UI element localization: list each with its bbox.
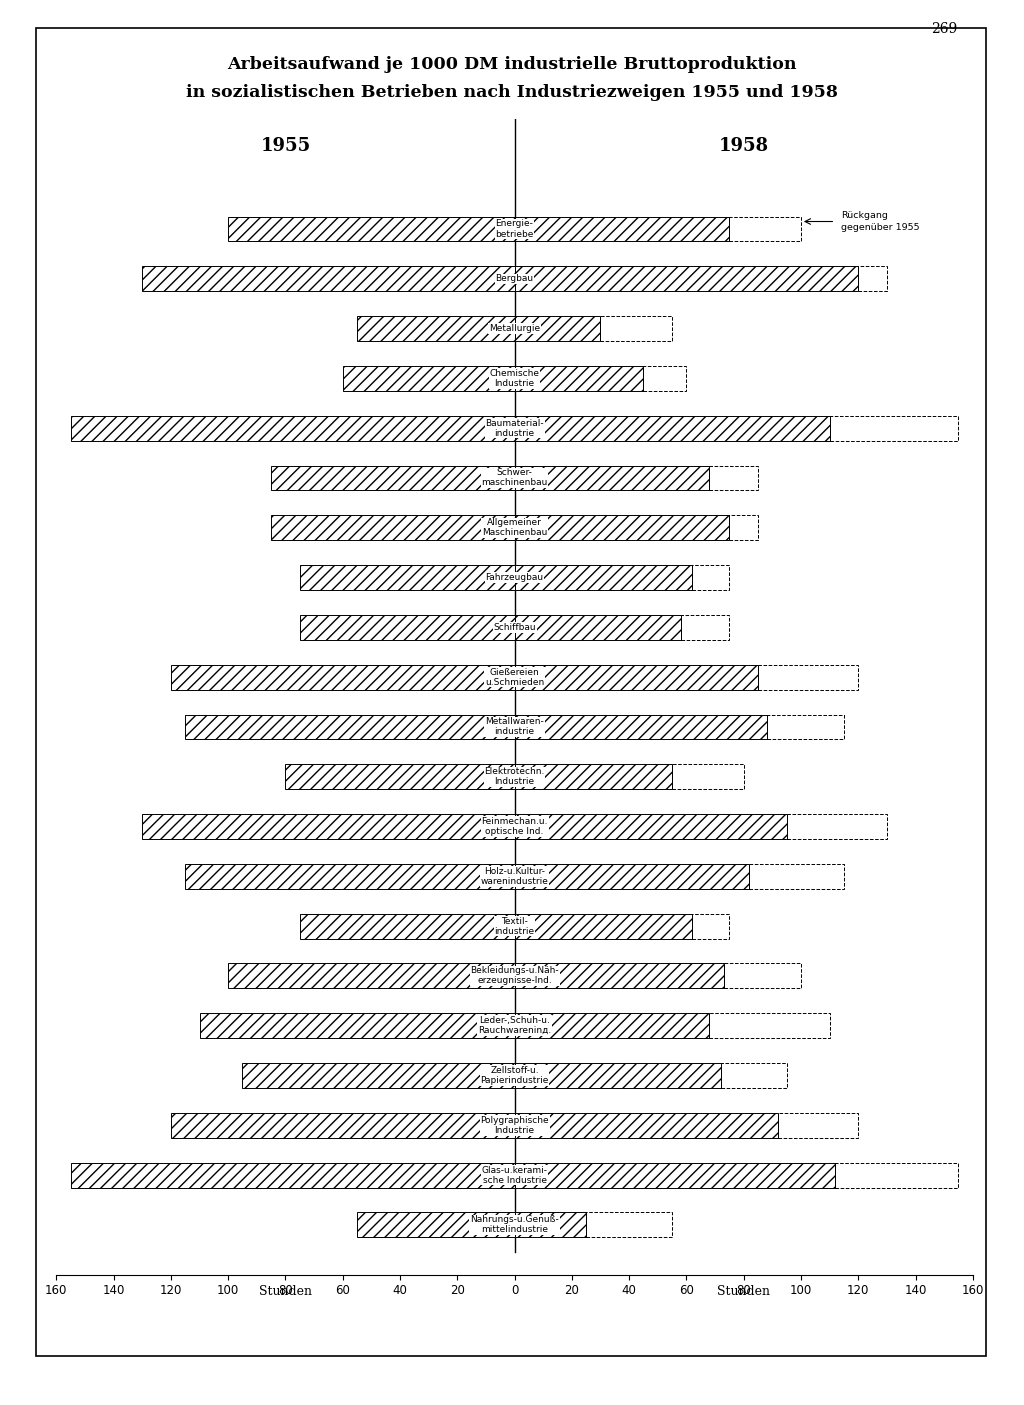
Bar: [515, 1013, 710, 1038]
Bar: [515, 565, 692, 590]
Text: 269: 269: [931, 22, 957, 37]
Text: Zellstoff-u.
Papierindustrie: Zellstoff-u. Papierindustrie: [480, 1066, 549, 1085]
Text: Glas-u.kerami-
sche Industrie: Glas-u.kerami- sche Industrie: [481, 1166, 548, 1184]
Bar: [515, 813, 786, 839]
Bar: [171, 1113, 515, 1138]
Bar: [729, 216, 801, 242]
Bar: [357, 316, 515, 341]
Bar: [515, 615, 681, 639]
Bar: [300, 615, 515, 639]
Bar: [271, 465, 515, 490]
Bar: [778, 1113, 858, 1138]
Bar: [357, 1213, 515, 1238]
Bar: [515, 964, 724, 988]
Text: Nahrungs-u.Genuß-
mittelindustrie: Nahrungs-u.Genuß- mittelindustrie: [470, 1215, 559, 1235]
Text: Fahrzeugbau: Fahrzeugbau: [485, 573, 544, 582]
Bar: [710, 465, 758, 490]
Bar: [643, 365, 686, 391]
Text: Rückgang
gegenüber 1955: Rückgang gegenüber 1955: [841, 212, 920, 232]
Text: Energie-
betriebe: Energie- betriebe: [496, 219, 534, 239]
Text: Metallurgie: Metallurgie: [489, 325, 540, 333]
Text: Stunden: Stunden: [717, 1284, 770, 1298]
Text: 1958: 1958: [719, 136, 769, 155]
Bar: [271, 516, 515, 540]
Text: Schwer-
maschinenbau: Schwer- maschinenbau: [481, 468, 548, 488]
Bar: [692, 913, 729, 939]
Bar: [515, 864, 750, 889]
Text: Leder-,Schuh-u.
Rauchwareninд.: Leder-,Schuh-u. Rauchwareninд.: [478, 1016, 551, 1035]
Bar: [515, 1213, 586, 1238]
Bar: [185, 715, 515, 739]
Bar: [758, 665, 858, 690]
Bar: [836, 1163, 958, 1187]
Bar: [343, 365, 515, 391]
Bar: [286, 764, 515, 790]
Bar: [228, 216, 515, 242]
Text: Polygraphische
Industrie: Polygraphische Industrie: [480, 1116, 549, 1135]
Bar: [515, 465, 710, 490]
Bar: [586, 1213, 672, 1238]
Bar: [171, 665, 515, 690]
Bar: [300, 565, 515, 590]
Text: Schiffbau: Schiffbau: [494, 622, 536, 632]
Text: Elektrotechn.
Industrie: Elektrotechn. Industrie: [484, 767, 545, 787]
Bar: [515, 715, 767, 739]
Bar: [71, 1163, 515, 1187]
Text: Feinmechan.u.
optische Ind.: Feinmechan.u. optische Ind.: [481, 818, 548, 836]
Bar: [243, 1064, 515, 1087]
Bar: [200, 1013, 515, 1038]
Text: Allgemeiner
Maschinenbau: Allgemeiner Maschinenbau: [482, 518, 547, 537]
Bar: [515, 416, 829, 441]
Text: Holz-u.Kultur-
warenindustrie: Holz-u.Kultur- warenindustrie: [480, 867, 549, 887]
Bar: [729, 516, 758, 540]
Text: Textil-
industrie: Textil- industrie: [495, 916, 535, 936]
Text: in sozialistischen Betrieben nach Industriezweigen 1955 und 1958: in sozialistischen Betrieben nach Indust…: [186, 84, 838, 101]
Bar: [515, 1064, 721, 1087]
Text: Bekleidungs-u.Näh-
erzeugnisse-Ind.: Bekleidungs-u.Näh- erzeugnisse-Ind.: [470, 967, 559, 985]
Bar: [142, 813, 515, 839]
Bar: [228, 964, 515, 988]
Bar: [829, 416, 958, 441]
Bar: [515, 764, 672, 790]
Bar: [515, 516, 729, 540]
Text: Baumaterial-
industrie: Baumaterial- industrie: [485, 419, 544, 438]
Bar: [767, 715, 844, 739]
Bar: [71, 416, 515, 441]
Bar: [142, 267, 515, 291]
Bar: [515, 1113, 778, 1138]
Bar: [515, 913, 692, 939]
Text: Chemische
Industrie: Chemische Industrie: [489, 370, 540, 388]
Bar: [710, 1013, 829, 1038]
Bar: [724, 964, 801, 988]
Text: Bergbau: Bergbau: [496, 274, 534, 284]
Bar: [515, 365, 643, 391]
Bar: [681, 615, 729, 639]
Bar: [721, 1064, 786, 1087]
Bar: [692, 565, 729, 590]
Text: Stunden: Stunden: [259, 1284, 312, 1298]
Bar: [515, 267, 858, 291]
Text: 1955: 1955: [260, 136, 310, 155]
Text: Gießereien
u.Schmieden: Gießereien u.Schmieden: [485, 667, 544, 687]
Bar: [600, 316, 672, 341]
Bar: [750, 864, 844, 889]
Bar: [185, 864, 515, 889]
Bar: [858, 267, 887, 291]
Bar: [672, 764, 743, 790]
Bar: [786, 813, 887, 839]
Bar: [515, 316, 600, 341]
Bar: [300, 913, 515, 939]
Bar: [515, 216, 729, 242]
Bar: [515, 1163, 836, 1187]
Text: Arbeitsaufwand je 1000 DM industrielle Bruttoproduktion: Arbeitsaufwand je 1000 DM industrielle B…: [227, 56, 797, 73]
Bar: [515, 665, 758, 690]
Text: Metallwaren-
industrie: Metallwaren- industrie: [485, 718, 544, 736]
